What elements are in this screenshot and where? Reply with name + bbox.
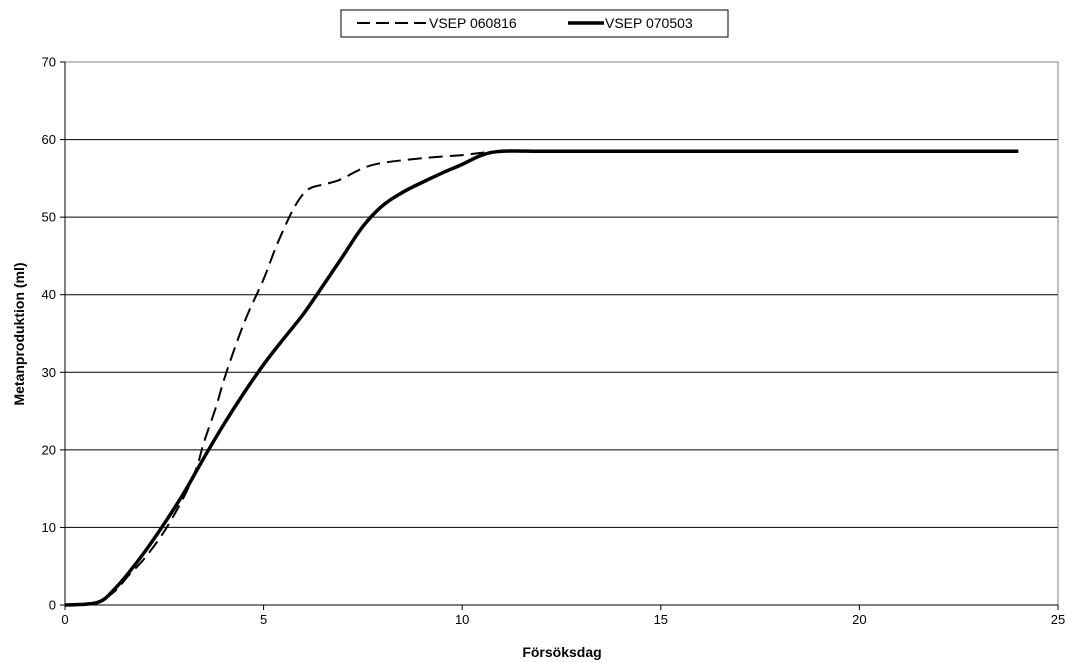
y-tick-label-20: 20	[42, 442, 56, 457]
x-tick-label-25: 25	[1051, 612, 1065, 627]
gridlines	[65, 61, 1058, 528]
y-tick-label-50: 50	[42, 210, 56, 225]
y-tick-label-30: 30	[42, 365, 56, 380]
series-line-vsep-070503	[64, 149, 1019, 607]
y-axis-title: Metanproduktion (ml)	[11, 262, 27, 405]
series-line-vsep-060816	[64, 150, 1019, 606]
series-layer	[64, 149, 1019, 607]
x-tick-label-20: 20	[852, 612, 866, 627]
x-tick-label-0: 0	[61, 612, 68, 627]
x-axis-ticks: 0 5 10 15 20 25	[61, 62, 1065, 627]
legend: VSEP 060816 VSEP 070503	[340, 9, 729, 38]
plot-frame	[64, 61, 1059, 606]
x-tick-label-10: 10	[455, 612, 469, 627]
x-axis-title: Försöksdag	[522, 644, 601, 660]
y-tick-label-40: 40	[42, 287, 56, 302]
legend-label-vsep-060816: VSEP 060816	[429, 15, 517, 31]
y-tick-label-70: 70	[42, 55, 56, 70]
y-tick-label-60: 60	[42, 132, 56, 147]
y-axis-ticks: 0 10 20 30 40 50 60 70	[42, 55, 65, 613]
x-tick-label-15: 15	[654, 612, 668, 627]
y-tick-label-10: 10	[42, 520, 56, 535]
y-tick-label-0: 0	[49, 598, 56, 613]
x-tick-label-5: 5	[260, 612, 267, 627]
legend-label-vsep-070503: VSEP 070503	[605, 15, 693, 31]
